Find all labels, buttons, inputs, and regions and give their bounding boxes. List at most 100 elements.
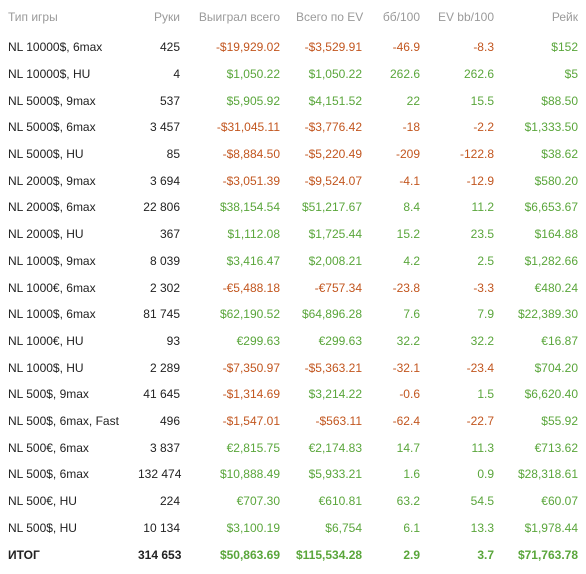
cell-hands: 367 [159,227,180,242]
table-row[interactable]: NL 1000€, HU 93 €299.63 €299.63 32.2 32.2 €16.… [0,328,586,355]
column-header-hands[interactable]: Руки [154,10,180,24]
cell-ev-bb100: 32.2 [470,333,494,348]
cell-won-total: $5,905.92 [226,93,280,108]
cell-rake: $1,282.66 [524,253,578,268]
cell-rake: $38.62 [541,147,578,162]
table-row[interactable]: NL 2000$, HU 367 $1,112.08 $1,725.44 15.2 23.… [0,221,586,248]
cell-ev-total: $51,217.67 [301,200,362,215]
cell-ev-bb100: 0.9 [477,467,494,482]
column-header-rake[interactable]: Рейк [551,10,578,24]
total-hands: 314 653 [138,548,182,563]
table-row[interactable]: NL 500$, 9max 41 645 -$1,314.69 $3,214.22 -0… [0,381,586,408]
cell-rake: $6,620.40 [524,387,578,402]
table-row[interactable]: NL 10000$, 6max 425 -$19,929.02 -$3,529.91 -… [0,34,586,61]
cell-game-type: NL 500$, HU [8,520,77,535]
cell-ev-bb100: 7.9 [477,307,494,322]
table-header-row: Тип игры Руки Выиграл всего Всего по EV … [0,0,586,34]
table-row[interactable]: NL 5000$, HU 85 -$8,884.50 -$5,220.49 -209 -1… [0,141,586,168]
cell-bb100: -62.4 [392,413,420,428]
cell-bb100: -209 [395,147,420,162]
cell-rake: $28,318.61 [517,467,578,482]
cell-game-type: NL 10000$, HU [8,67,91,82]
cell-game-type: NL 500$, 6max, Fast [8,413,119,428]
total-rake: $71,763.78 [517,548,578,563]
cell-game-type: NL 1000$, 6max [8,307,96,322]
cell-ev-total: $5,933.21 [308,467,362,482]
cell-game-type: NL 500$, 6max [8,467,89,482]
cell-game-type: NL 1000€, 6max [8,280,96,295]
cell-won-total: $1,112.08 [227,227,281,242]
table-row[interactable]: NL 500$, 6max, Fast 496 -$1,547.01 -$563.11… [0,408,586,435]
cell-bb100: 6.1 [403,520,420,535]
cell-rake: €16.87 [541,333,578,348]
table-row[interactable]: NL 1000€, 6max 2 302 -€5,488.18 -€757.34 -23… [0,274,586,301]
cell-won-total: -$1,314.69 [222,387,280,402]
cell-hands: 496 [159,413,180,428]
column-header-game-type[interactable]: Тип игры [8,10,58,24]
cell-ev-total: €610.81 [318,494,362,509]
cell-game-type: NL 500€, 6max [8,440,89,455]
table-row[interactable]: NL 500$, 6max 132 474 $10,888.49 $5,933.21 1… [0,461,586,488]
table-row[interactable]: NL 500$, HU 10 134 $3,100.19 $6,754 6.1 13.3 $… [0,514,586,541]
total-won: $50,863.69 [219,548,280,563]
total-ev: $115,534.28 [296,548,363,563]
cell-won-total: -$1,547.01 [222,413,280,428]
cell-rake: €713.62 [534,440,578,455]
cell-won-total: €299.63 [236,333,280,348]
total-ev-bb100: 3.7 [477,548,494,563]
cell-ev-total: $4,151.52 [308,93,362,108]
column-header-ev-total[interactable]: Всего по EV [296,10,364,24]
cell-ev-total: -$563.11 [315,413,362,428]
table-row[interactable]: NL 5000$, 6max 3 457 -$31,045.11 -$3,776.42… [0,114,586,141]
cell-ev-bb100: 262.6 [463,67,494,82]
cell-ev-total: $1,725.44 [308,227,362,242]
cell-bb100: -32.1 [392,360,420,375]
cell-ev-bb100: -12.9 [466,173,494,188]
cell-bb100: 4.2 [403,253,420,268]
cell-won-total: $38,154.54 [219,200,280,215]
cell-hands: 8 039 [149,253,180,268]
table-row[interactable]: NL 500€, HU 224 €707.30 €610.81 63.2 54.5 €60.… [0,488,586,515]
cell-bb100: -4.1 [399,173,420,188]
table-row[interactable]: NL 2000$, 6max 22 806 $38,154.54 $51,217.67… [0,194,586,221]
cell-hands: 93 [166,333,180,348]
table-row[interactable]: NL 500€, 6max 3 837 €2,815.75 €2,174.83 14.7… [0,434,586,461]
cell-ev-total: -€757.34 [314,280,362,295]
cell-rake: $580.20 [534,173,578,188]
column-header-ev-bb100[interactable]: EV bb/100 [437,10,494,24]
cell-bb100: -0.6 [399,387,420,402]
table-row[interactable]: NL 1000$, 9max 8 039 $3,416.47 $2,008.21 4.2… [0,248,586,275]
cell-won-total: $62,190.52 [219,307,280,322]
cell-ev-bb100: -23.4 [466,360,494,375]
cell-rake: $55.92 [541,413,578,428]
cell-rake: $88.50 [541,93,578,108]
cell-won-total: €2,815.75 [226,440,280,455]
cell-rake: $1,978.44 [524,520,578,535]
cell-game-type: NL 1000€, HU [8,333,84,348]
column-header-bb100[interactable]: бб/100 [382,10,420,24]
cell-ev-bb100: 15.5 [470,93,494,108]
total-bb100: 2.9 [403,548,420,563]
table-row[interactable]: NL 1000$, HU 2 289 -$7,350.97 -$5,363.21 -32… [0,354,586,381]
cell-rake: $704.20 [534,360,578,375]
cell-rake: $164.88 [534,227,578,242]
table-row[interactable]: NL 5000$, 9max 537 $5,905.92 $4,151.52 22 15.… [0,87,586,114]
table-row[interactable]: NL 2000$, 9max 3 694 -$3,051.39 -$9,524.07 -… [0,167,586,194]
cell-won-total: -$31,045.11 [216,120,280,135]
cell-ev-total: -$3,529.91 [304,40,362,55]
cell-hands: 132 474 [138,467,182,482]
cell-ev-bb100: -22.7 [466,413,494,428]
cell-won-total: $10,888.49 [219,467,280,482]
table-row[interactable]: NL 1000$, 6max 81 745 $62,190.52 $64,896.28… [0,301,586,328]
cell-ev-bb100: -122.8 [459,147,494,162]
cell-hands: 3 457 [149,120,180,135]
table-row[interactable]: NL 10000$, HU 4 $1,050.22 $1,050.22 262.6 262… [0,61,586,88]
column-header-won-total[interactable]: Выиграл всего [198,10,280,24]
cell-hands: 224 [159,494,180,509]
cell-ev-bb100: 1.5 [477,387,494,402]
cell-hands: 41 645 [143,387,180,402]
cell-bb100: 262.6 [389,67,420,82]
cell-bb100: 15.2 [396,227,420,242]
cell-won-total: $3,416.47 [226,253,280,268]
cell-game-type: NL 5000$, 6max [8,120,96,135]
